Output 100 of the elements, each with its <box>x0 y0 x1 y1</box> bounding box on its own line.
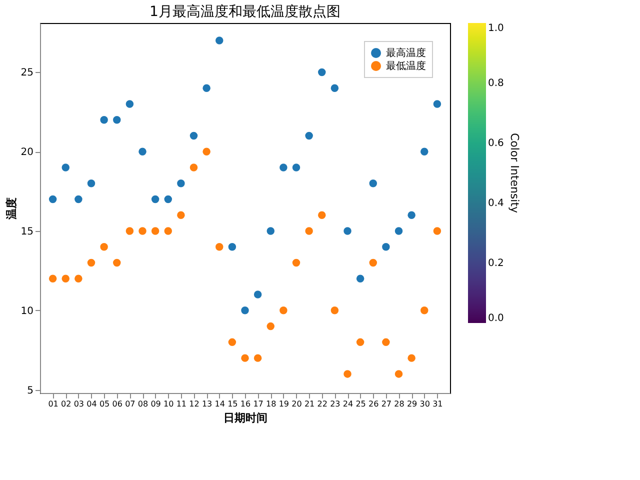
point <box>280 306 288 314</box>
point <box>151 195 160 204</box>
y-tick-label: 10 <box>20 306 34 317</box>
x-tick-label: 15 <box>228 400 238 408</box>
point <box>202 148 210 156</box>
x-tick-label: 04 <box>86 400 97 408</box>
point <box>62 164 70 172</box>
x-tick-label: 08 <box>138 400 148 408</box>
point <box>292 258 300 267</box>
point <box>420 306 428 314</box>
point <box>164 195 172 204</box>
point <box>113 116 121 124</box>
point <box>113 258 121 267</box>
point <box>382 243 390 251</box>
point <box>330 84 339 92</box>
x-tick-label: 10 <box>164 400 174 408</box>
color-bar-label: 0.8 <box>488 78 504 89</box>
point <box>74 195 82 204</box>
point <box>280 164 288 172</box>
point <box>344 370 352 378</box>
point <box>254 290 262 298</box>
x-tick-label: 03 <box>74 400 84 408</box>
x-tick-label: 02 <box>61 400 72 408</box>
x-tick-label: 28 <box>394 400 404 408</box>
point <box>87 180 96 188</box>
point <box>126 227 134 235</box>
x-tick-label: 17 <box>253 400 264 408</box>
x-axis-title: 日期时间 <box>224 412 268 424</box>
point <box>266 322 274 330</box>
point <box>177 180 185 188</box>
chart-title: 1月最高温度和最低温度散点图 <box>150 4 340 20</box>
point <box>138 227 146 235</box>
x-tick-label: 21 <box>304 400 315 408</box>
x-tick-label: 11 <box>176 400 187 408</box>
point <box>266 227 274 235</box>
point <box>48 195 57 204</box>
point <box>100 243 108 251</box>
legend-label: 最低温度 <box>386 60 426 72</box>
x-tick-label: 09 <box>150 400 161 408</box>
point <box>100 116 108 124</box>
color-bar-label: 1.0 <box>488 23 504 34</box>
point <box>318 68 326 76</box>
point <box>420 148 428 156</box>
x-tick-label: 25 <box>356 400 366 408</box>
x-tick-label: 27 <box>381 400 392 408</box>
point <box>408 211 416 220</box>
color-bar-label: 0.4 <box>488 198 504 209</box>
x-tick-label: 29 <box>406 400 418 408</box>
x-tick-label: 13 <box>202 400 212 408</box>
point <box>292 164 300 172</box>
point <box>394 227 403 235</box>
x-tick-label: 23 <box>330 400 340 408</box>
point <box>138 148 146 156</box>
x-tick-label: 19 <box>278 400 290 408</box>
x-tick-label: 31 <box>432 400 443 408</box>
point <box>305 227 313 235</box>
point <box>356 274 364 283</box>
point <box>87 258 96 267</box>
point <box>151 227 160 235</box>
point <box>216 36 224 44</box>
point <box>382 338 390 346</box>
point <box>228 243 236 251</box>
x-tick-label: 20 <box>292 400 302 408</box>
point <box>48 274 57 283</box>
point <box>305 132 313 140</box>
point <box>216 243 224 251</box>
point <box>190 164 198 172</box>
point <box>126 100 134 108</box>
x-tick-label: 18 <box>266 400 276 408</box>
color-bar-label: 0.0 <box>488 313 504 324</box>
x-tick-label: 16 <box>240 400 251 408</box>
y-tick-label: 25 <box>20 68 34 79</box>
x-tick-label: 05 <box>99 400 110 408</box>
x-tick-label: 07 <box>125 400 136 408</box>
x-tick-label: 22 <box>317 400 328 408</box>
color-bar-label: 0.2 <box>488 258 504 269</box>
point <box>190 132 198 140</box>
point <box>164 227 172 235</box>
x-tick-label: 24 <box>342 400 354 408</box>
color-bar-label: 0.6 <box>488 138 504 149</box>
point <box>74 274 82 283</box>
point <box>330 306 339 314</box>
x-tick-label: 12 <box>189 400 200 408</box>
point <box>356 338 364 346</box>
point <box>202 84 210 92</box>
legend-label: 最高温度 <box>386 47 426 59</box>
point <box>433 100 442 108</box>
point <box>62 274 70 283</box>
x-tick-label: 01 <box>48 400 58 408</box>
x-tick-label: 26 <box>368 400 379 408</box>
point <box>241 354 249 362</box>
x-tick-label: 30 <box>420 400 430 408</box>
point <box>177 211 185 220</box>
point <box>254 354 262 362</box>
point <box>394 370 403 378</box>
point <box>318 211 326 220</box>
point <box>241 306 249 314</box>
x-tick-label: 06 <box>112 400 122 408</box>
y-tick-label: 5 <box>27 385 34 396</box>
point <box>344 227 352 235</box>
